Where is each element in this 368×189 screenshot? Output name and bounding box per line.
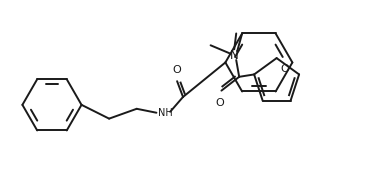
Text: N: N xyxy=(230,49,238,62)
Text: O: O xyxy=(173,65,181,75)
Text: O: O xyxy=(215,98,224,108)
Text: O: O xyxy=(280,64,289,74)
Text: NH: NH xyxy=(158,108,173,118)
